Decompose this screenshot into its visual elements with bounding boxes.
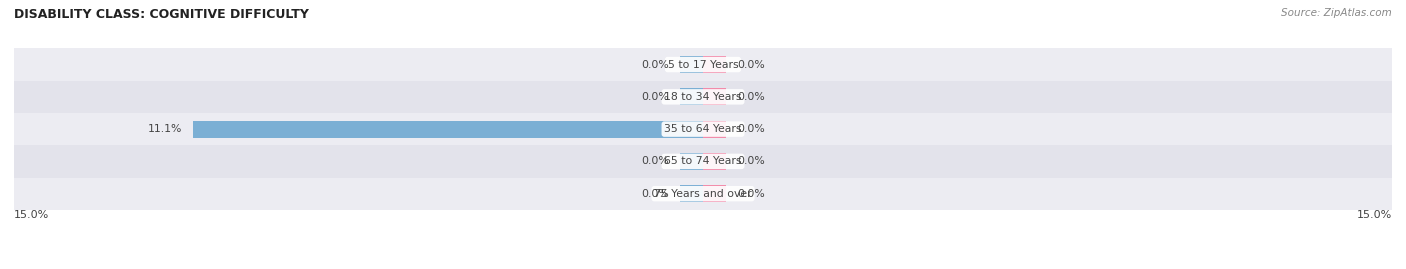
Bar bbox=[14, 113, 1392, 145]
Text: DISABILITY CLASS: COGNITIVE DIFFICULTY: DISABILITY CLASS: COGNITIVE DIFFICULTY bbox=[14, 8, 309, 21]
Legend: Male, Female: Male, Female bbox=[636, 266, 770, 269]
Text: 0.0%: 0.0% bbox=[641, 156, 669, 167]
Text: Source: ZipAtlas.com: Source: ZipAtlas.com bbox=[1281, 8, 1392, 18]
Text: 18 to 34 Years: 18 to 34 Years bbox=[664, 92, 742, 102]
Text: 0.0%: 0.0% bbox=[738, 156, 765, 167]
Text: 35 to 64 Years: 35 to 64 Years bbox=[664, 124, 742, 134]
Text: 65 to 74 Years: 65 to 74 Years bbox=[664, 156, 742, 167]
Text: 0.0%: 0.0% bbox=[738, 59, 765, 70]
Bar bbox=[703, 56, 725, 73]
Bar bbox=[14, 48, 1392, 81]
Text: 15.0%: 15.0% bbox=[1357, 210, 1392, 220]
Bar bbox=[14, 178, 1392, 210]
Bar bbox=[14, 145, 1392, 178]
Bar bbox=[681, 89, 703, 105]
Text: 0.0%: 0.0% bbox=[738, 124, 765, 134]
Bar bbox=[703, 89, 725, 105]
Text: 0.0%: 0.0% bbox=[641, 59, 669, 70]
Bar bbox=[703, 121, 725, 137]
Bar bbox=[193, 121, 703, 137]
Text: 11.1%: 11.1% bbox=[148, 124, 181, 134]
Text: 5 to 17 Years: 5 to 17 Years bbox=[668, 59, 738, 70]
Text: 0.0%: 0.0% bbox=[641, 92, 669, 102]
Bar bbox=[703, 153, 725, 170]
Bar bbox=[681, 185, 703, 202]
Text: 15.0%: 15.0% bbox=[14, 210, 49, 220]
Text: 0.0%: 0.0% bbox=[738, 92, 765, 102]
Text: 0.0%: 0.0% bbox=[738, 189, 765, 199]
Bar bbox=[681, 153, 703, 170]
Text: 0.0%: 0.0% bbox=[641, 189, 669, 199]
Bar bbox=[703, 185, 725, 202]
Text: 75 Years and over: 75 Years and over bbox=[654, 189, 752, 199]
Bar bbox=[681, 56, 703, 73]
Bar bbox=[14, 81, 1392, 113]
